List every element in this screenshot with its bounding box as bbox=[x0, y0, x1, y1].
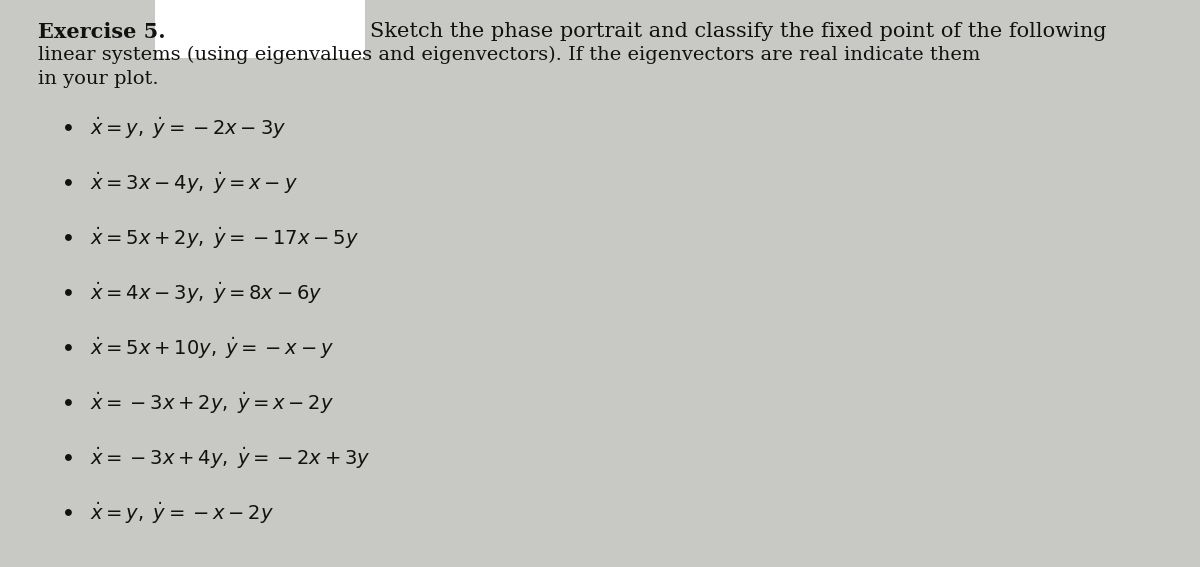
Text: $\dot{x} = y,\; \dot{y} = -2x - 3y$: $\dot{x} = y,\; \dot{y} = -2x - 3y$ bbox=[90, 115, 287, 141]
Text: $\dot{x} = 5x + 2y,\; \dot{y} = -17x - 5y$: $\dot{x} = 5x + 2y,\; \dot{y} = -17x - 5… bbox=[90, 225, 359, 251]
Text: $\dot{x} = 5x + 10y,\; \dot{y} = -x - y$: $\dot{x} = 5x + 10y,\; \dot{y} = -x - y$ bbox=[90, 335, 334, 361]
Text: $\bullet$: $\bullet$ bbox=[60, 115, 73, 138]
Text: Sketch the phase portrait and classify the fixed point of the following: Sketch the phase portrait and classify t… bbox=[370, 22, 1106, 41]
Text: $\dot{x} = 4x - 3y,\; \dot{y} = 8x - 6y$: $\dot{x} = 4x - 3y,\; \dot{y} = 8x - 6y$ bbox=[90, 280, 323, 306]
Text: $\dot{x} = -3x + 4y,\; \dot{y} = -2x + 3y$: $\dot{x} = -3x + 4y,\; \dot{y} = -2x + 3… bbox=[90, 445, 371, 471]
Text: $\bullet$: $\bullet$ bbox=[60, 280, 73, 303]
Text: in your plot.: in your plot. bbox=[38, 70, 158, 88]
Text: Exercise 5.: Exercise 5. bbox=[38, 22, 166, 42]
Text: linear systems (using eigenvalues and eigenvectors). If the eigenvectors are rea: linear systems (using eigenvalues and ei… bbox=[38, 46, 980, 64]
Text: $\bullet$: $\bullet$ bbox=[60, 390, 73, 413]
Text: $\bullet$: $\bullet$ bbox=[60, 500, 73, 523]
Text: $\bullet$: $\bullet$ bbox=[60, 445, 73, 468]
Text: $\bullet$: $\bullet$ bbox=[60, 225, 73, 248]
Text: $\bullet$: $\bullet$ bbox=[60, 335, 73, 358]
Text: $\dot{x} = 3x - 4y,\; \dot{y} = x - y$: $\dot{x} = 3x - 4y,\; \dot{y} = x - y$ bbox=[90, 170, 298, 196]
FancyBboxPatch shape bbox=[155, 0, 365, 58]
Text: $\dot{x} = -3x + 2y,\; \dot{y} = x - 2y$: $\dot{x} = -3x + 2y,\; \dot{y} = x - 2y$ bbox=[90, 390, 334, 416]
Text: $\dot{x} = y,\; \dot{y} = -x - 2y$: $\dot{x} = y,\; \dot{y} = -x - 2y$ bbox=[90, 500, 274, 526]
Text: $\bullet$: $\bullet$ bbox=[60, 170, 73, 193]
